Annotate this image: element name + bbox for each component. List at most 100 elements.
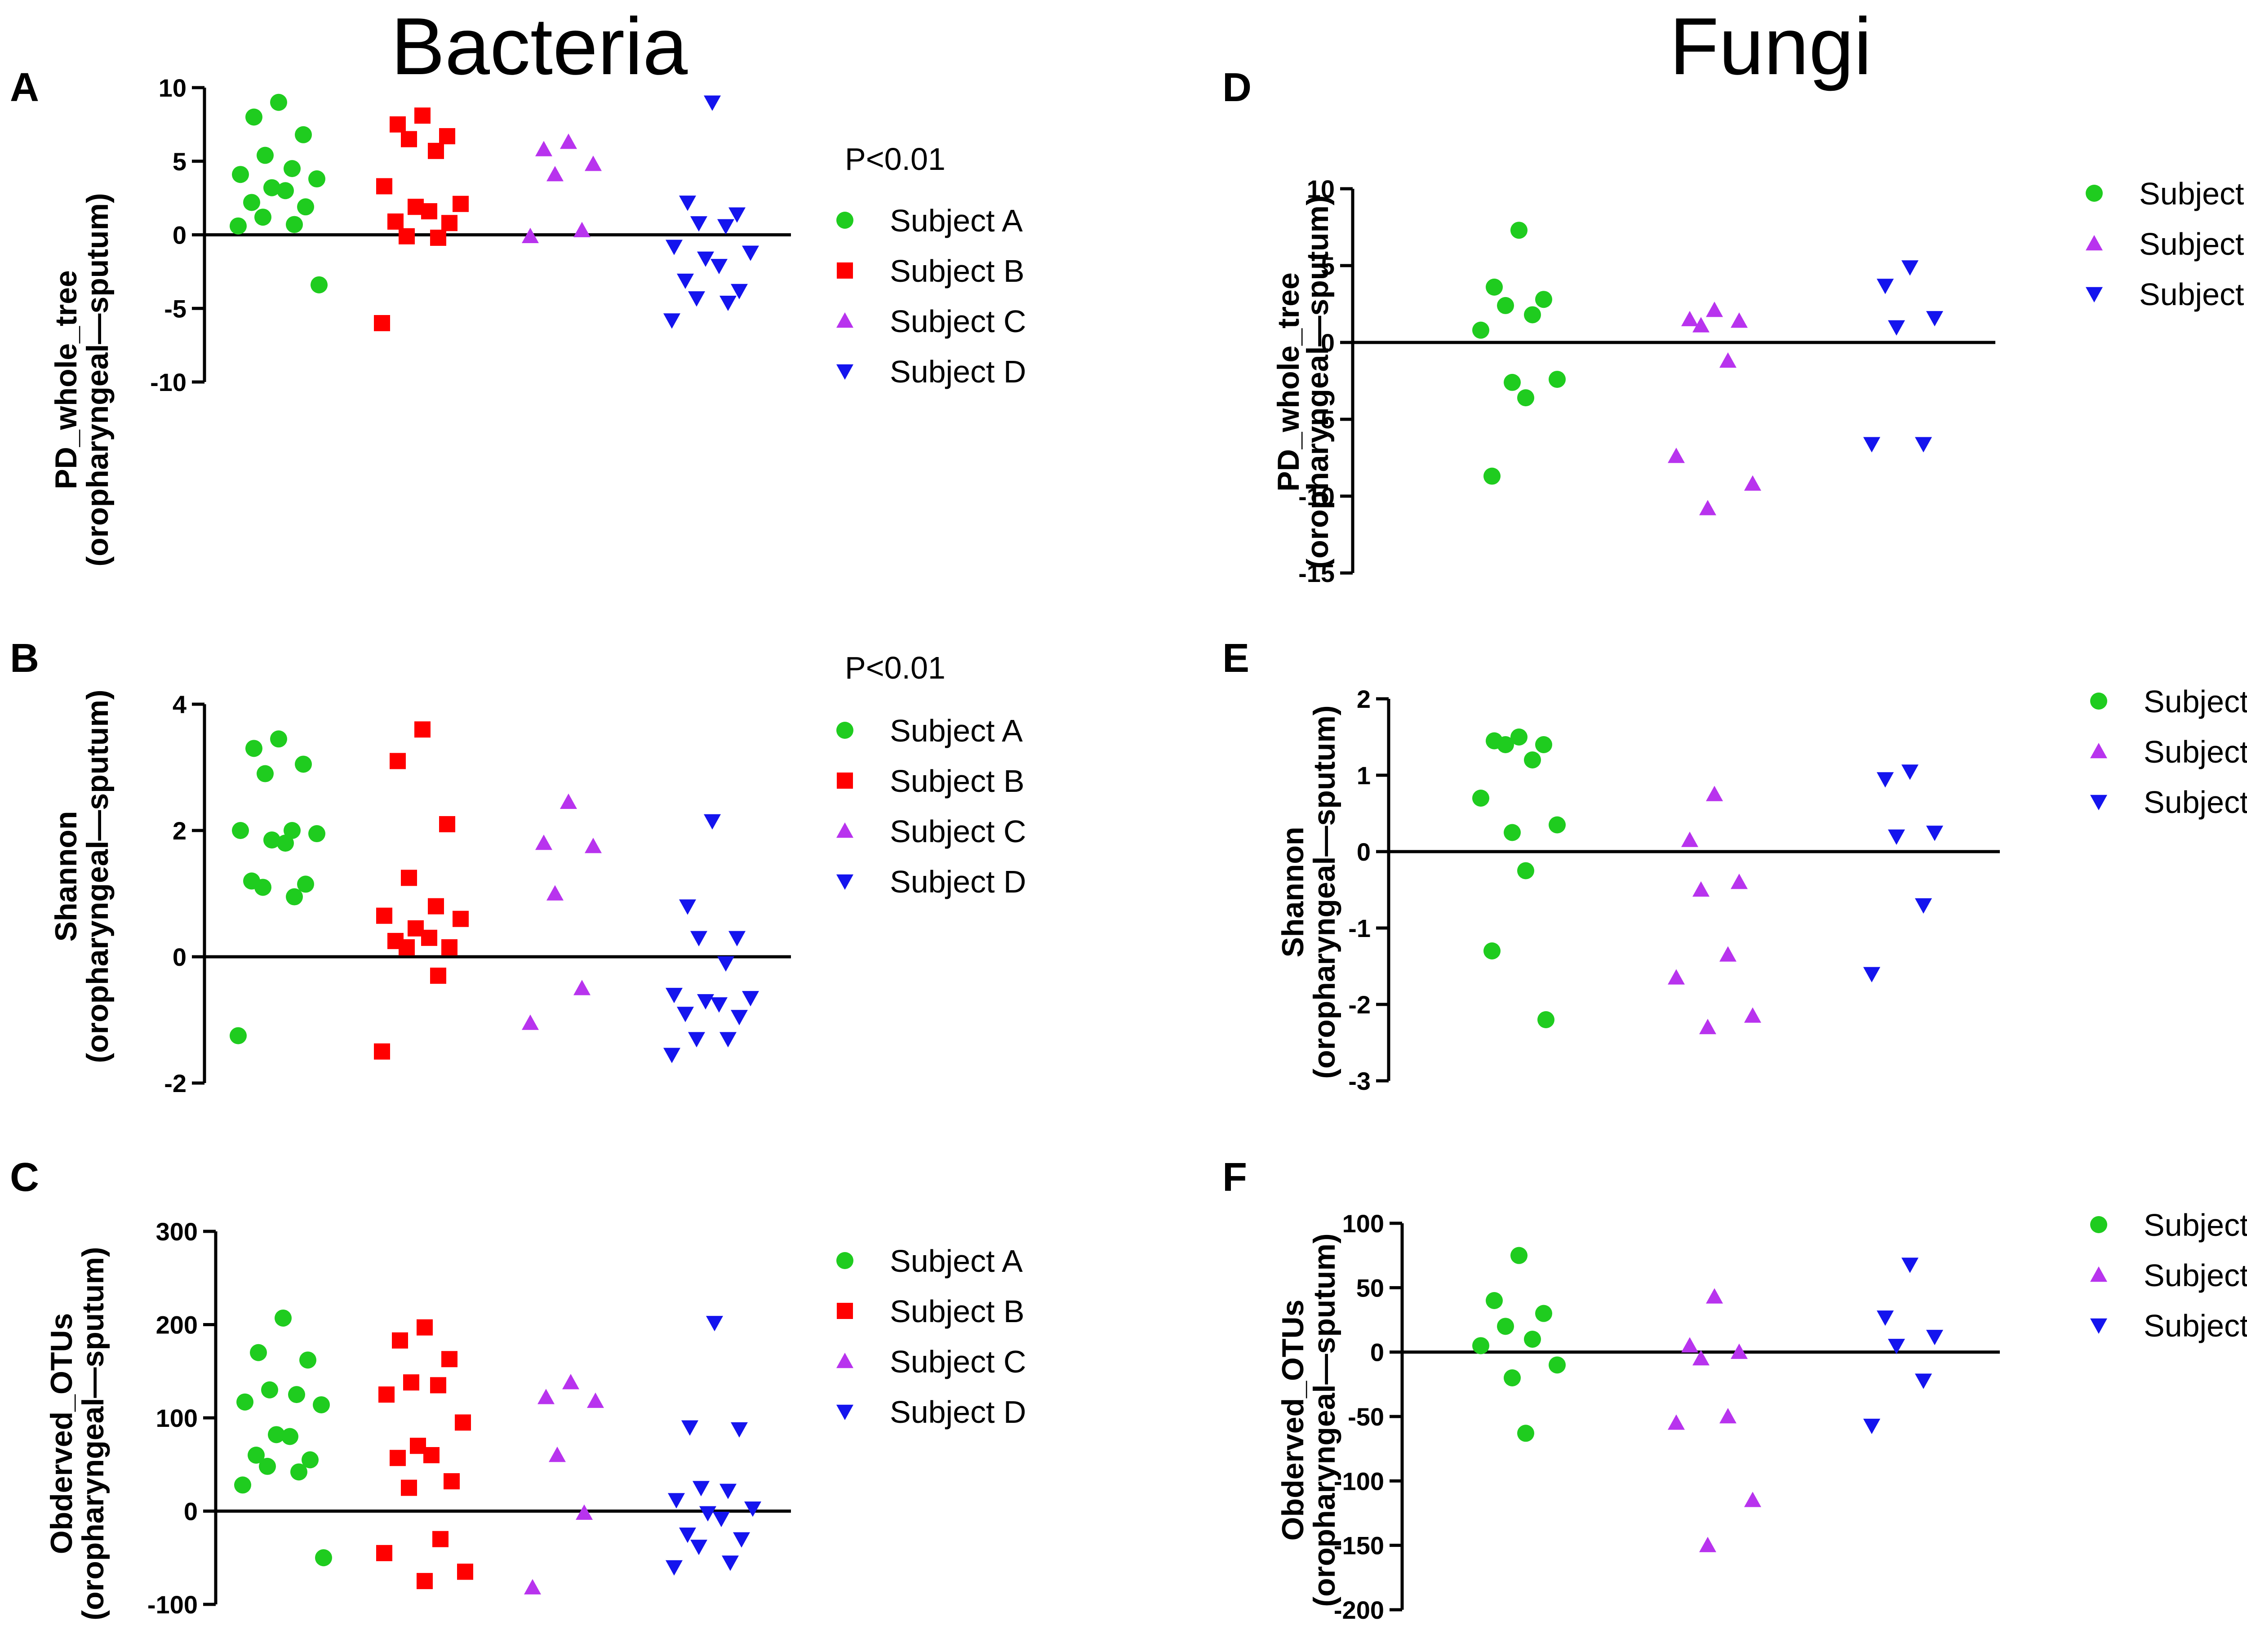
data-point (1510, 222, 1528, 239)
y-axis-label: Obderved_OTUs (44, 1313, 79, 1554)
data-point (284, 160, 301, 178)
data-point (1888, 829, 1905, 845)
panel-c: C Obderved_OTUs(oropharyngeal—sputum) -100… (10, 1155, 1026, 1621)
legend-marker (2090, 1216, 2107, 1233)
data-point (432, 1531, 449, 1547)
data-point (1692, 1350, 1710, 1366)
panel-letter: A (10, 65, 39, 110)
y-tick-label: 0 (1370, 1338, 1384, 1367)
y-axis-label: PD_whole_tree (49, 270, 83, 489)
y-tick-label: -5 (1312, 405, 1335, 434)
data-point (719, 1032, 737, 1048)
data-point (690, 931, 707, 946)
data-point (1549, 816, 1566, 834)
panel-letter: B (10, 636, 39, 681)
data-point (679, 899, 696, 915)
panel-letter: C (10, 1155, 39, 1200)
y-axis-label: Shannon (1276, 827, 1310, 958)
data-point (263, 831, 280, 849)
data-point (697, 994, 714, 1010)
data-point (560, 793, 577, 809)
data-point (1517, 389, 1534, 407)
data-point (690, 216, 707, 232)
data-point (421, 929, 437, 946)
p-value-annotation: P<0.01 (845, 650, 946, 685)
data-point (232, 166, 249, 183)
data-point (401, 1479, 417, 1496)
data-point (1719, 352, 1736, 368)
data-point (1863, 437, 1880, 453)
y-axis-sublabel: (oropharyngeal—sputum) (80, 193, 115, 566)
data-point (1472, 1337, 1489, 1354)
data-point (1483, 942, 1501, 959)
data-point (311, 276, 328, 293)
y-tick-label: -100 (147, 1590, 198, 1619)
data-point (562, 1374, 579, 1390)
y-axis-sublabel: (oropharyngeal—sputum) (1307, 1233, 1341, 1607)
legend-label: Subject D (890, 1394, 1026, 1430)
data-point (430, 230, 446, 246)
data-point (733, 1532, 750, 1548)
data-point (711, 997, 728, 1013)
y-tick-label: 100 (156, 1404, 198, 1432)
legend-marker (837, 773, 853, 789)
data-point (270, 93, 287, 111)
legend-marker (836, 1252, 853, 1269)
data-point (1692, 881, 1710, 897)
data-point (522, 1014, 539, 1030)
data-point (392, 1332, 408, 1349)
y-tick-label: 4 (173, 690, 187, 719)
legend-marker (836, 1404, 853, 1420)
data-point (1744, 1492, 1761, 1507)
data-point (663, 1048, 680, 1063)
panel-letter: F (1222, 1155, 1247, 1200)
data-point (1517, 862, 1534, 879)
data-point (430, 1377, 446, 1394)
data-point (1863, 967, 1880, 982)
data-point (719, 295, 737, 311)
data-point (1510, 1247, 1528, 1264)
data-point (257, 147, 274, 164)
data-point (313, 1396, 330, 1413)
data-point (1681, 1337, 1698, 1353)
data-point (742, 991, 759, 1007)
data-point (1744, 475, 1761, 491)
data-point (1699, 1537, 1716, 1552)
legend-label: Subject C (890, 1344, 1026, 1379)
data-point (403, 1374, 419, 1391)
y-tick-label: 50 (1356, 1274, 1384, 1302)
data-point (1699, 1019, 1716, 1035)
y-tick-label: 0 (184, 1497, 198, 1526)
y-tick-label: 0 (173, 221, 187, 249)
data-point (1535, 736, 1552, 753)
data-point (299, 1351, 316, 1369)
y-axis-label: PD_whole_tree (1271, 272, 1306, 492)
data-point (1926, 1330, 1943, 1346)
data-point (1901, 260, 1918, 276)
data-point (401, 131, 417, 147)
data-point (1877, 772, 1894, 788)
data-point (295, 755, 312, 773)
legend-label: Subject D (890, 864, 1026, 899)
data-point (722, 1555, 739, 1571)
data-point (281, 1428, 298, 1445)
data-point (546, 166, 564, 182)
data-point (666, 988, 683, 1004)
data-point (1706, 786, 1723, 801)
data-point (230, 1027, 247, 1044)
y-tick-label: 200 (156, 1311, 198, 1339)
y-tick-label: -15 (1298, 559, 1335, 587)
data-point (744, 1501, 761, 1517)
data-point (717, 219, 734, 235)
y-axis-sublabel: (oropharyngeal—sputum) (1301, 195, 1335, 568)
data-point (560, 133, 577, 149)
data-point (677, 273, 694, 289)
legend-marker (2090, 1318, 2107, 1334)
y-tick-label: -1 (1348, 914, 1371, 942)
y-tick-label: 10 (159, 74, 187, 102)
y-tick-label: -2 (1348, 990, 1371, 1019)
data-point (439, 128, 455, 145)
legend-marker (2086, 235, 2103, 251)
legend-label: Subject B (890, 764, 1025, 799)
y-tick-label: -5 (164, 294, 187, 323)
